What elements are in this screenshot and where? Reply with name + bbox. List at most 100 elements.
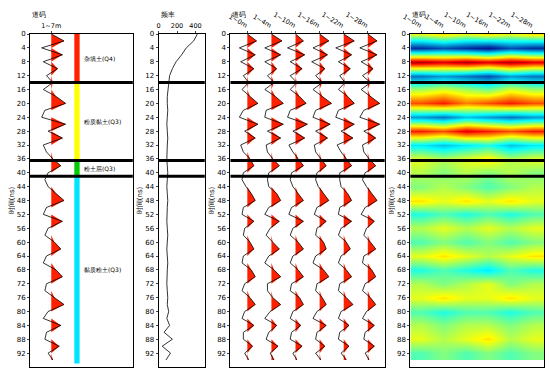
svg-text:44: 44 xyxy=(397,183,406,191)
svg-text:44: 44 xyxy=(145,183,154,191)
svg-text:时间(ns): 时间(ns) xyxy=(388,186,396,214)
svg-text:32: 32 xyxy=(217,141,226,149)
svg-text:4: 4 xyxy=(222,44,227,52)
svg-text:24: 24 xyxy=(17,114,26,122)
svg-text:粉质黏土(Q3): 粉质黏土(Q3) xyxy=(84,118,121,125)
svg-text:76: 76 xyxy=(217,294,226,302)
svg-text:400: 400 xyxy=(189,22,201,30)
svg-text:76: 76 xyxy=(145,294,154,302)
svg-text:16: 16 xyxy=(145,86,154,94)
svg-text:64: 64 xyxy=(397,252,406,260)
svg-text:80: 80 xyxy=(145,308,154,316)
svg-text:88: 88 xyxy=(217,336,226,344)
svg-text:4: 4 xyxy=(401,44,406,52)
svg-text:1~0m: 1~0m xyxy=(402,13,423,30)
svg-text:84: 84 xyxy=(17,322,26,330)
svg-text:200: 200 xyxy=(171,22,183,30)
svg-text:24: 24 xyxy=(217,114,226,122)
svg-text:92: 92 xyxy=(217,350,226,358)
svg-text:32: 32 xyxy=(397,141,406,149)
svg-text:1~22m: 1~22m xyxy=(487,11,512,30)
svg-text:12: 12 xyxy=(17,72,26,80)
svg-text:60: 60 xyxy=(397,239,406,247)
svg-text:36: 36 xyxy=(217,155,226,163)
svg-text:12: 12 xyxy=(397,72,406,80)
svg-text:28: 28 xyxy=(397,128,406,136)
svg-text:36: 36 xyxy=(397,155,406,163)
svg-text:92: 92 xyxy=(17,350,26,358)
svg-text:20: 20 xyxy=(397,100,406,108)
svg-text:1~10m: 1~10m xyxy=(272,11,297,30)
svg-text:52: 52 xyxy=(217,211,226,219)
svg-text:1~4m: 1~4m xyxy=(251,13,272,30)
svg-text:0: 0 xyxy=(156,22,160,30)
svg-text:16: 16 xyxy=(397,86,406,94)
svg-text:粉土层(Q3): 粉土层(Q3) xyxy=(84,165,115,172)
svg-text:16: 16 xyxy=(217,86,226,94)
svg-text:56: 56 xyxy=(397,225,406,233)
svg-text:4: 4 xyxy=(21,44,26,52)
svg-text:40: 40 xyxy=(397,169,406,177)
svg-text:8: 8 xyxy=(401,58,405,66)
svg-text:1~28m: 1~28m xyxy=(344,11,369,30)
svg-text:0: 0 xyxy=(222,30,226,38)
svg-text:时间(ns): 时间(ns) xyxy=(8,186,16,214)
svg-text:64: 64 xyxy=(217,252,226,260)
svg-text:8: 8 xyxy=(222,58,226,66)
svg-text:28: 28 xyxy=(217,128,226,136)
svg-text:60: 60 xyxy=(145,239,154,247)
svg-text:黏质粉土(Q3): 黏质粉土(Q3) xyxy=(84,266,121,273)
svg-text:24: 24 xyxy=(145,114,154,122)
svg-text:92: 92 xyxy=(397,350,406,358)
svg-text:84: 84 xyxy=(397,322,406,330)
svg-text:64: 64 xyxy=(17,252,26,260)
svg-text:36: 36 xyxy=(145,155,154,163)
svg-text:48: 48 xyxy=(145,197,154,205)
svg-text:16: 16 xyxy=(17,86,26,94)
svg-text:20: 20 xyxy=(145,100,154,108)
svg-text:24: 24 xyxy=(397,114,406,122)
svg-text:28: 28 xyxy=(17,128,26,136)
svg-text:道码: 道码 xyxy=(232,11,246,19)
svg-text:20: 20 xyxy=(17,100,26,108)
svg-text:28: 28 xyxy=(145,128,154,136)
svg-text:56: 56 xyxy=(17,225,26,233)
svg-text:40: 40 xyxy=(17,169,26,177)
svg-text:76: 76 xyxy=(397,294,406,302)
svg-text:72: 72 xyxy=(397,280,406,288)
svg-text:84: 84 xyxy=(217,322,226,330)
svg-text:44: 44 xyxy=(17,183,26,191)
svg-text:56: 56 xyxy=(217,225,226,233)
svg-text:时间(ns): 时间(ns) xyxy=(136,186,144,214)
svg-text:时间(ns): 时间(ns) xyxy=(208,186,216,214)
svg-text:48: 48 xyxy=(397,197,406,205)
svg-text:12: 12 xyxy=(145,72,154,80)
svg-text:80: 80 xyxy=(17,308,26,316)
svg-text:72: 72 xyxy=(217,280,226,288)
svg-text:杂填土(Q4): 杂填土(Q4) xyxy=(84,55,115,62)
svg-text:52: 52 xyxy=(397,211,406,219)
svg-text:80: 80 xyxy=(217,308,226,316)
svg-text:道码: 道码 xyxy=(32,11,46,19)
svg-text:92: 92 xyxy=(145,350,154,358)
svg-text:48: 48 xyxy=(17,197,26,205)
svg-text:52: 52 xyxy=(145,211,154,219)
svg-text:1~7m: 1~7m xyxy=(41,22,61,30)
svg-text:1~0m: 1~0m xyxy=(227,13,248,30)
svg-text:80: 80 xyxy=(397,308,406,316)
svg-text:1~10m: 1~10m xyxy=(442,11,467,30)
svg-text:84: 84 xyxy=(145,322,154,330)
svg-text:8: 8 xyxy=(21,58,25,66)
svg-text:64: 64 xyxy=(145,252,154,260)
svg-text:56: 56 xyxy=(145,225,154,233)
svg-text:68: 68 xyxy=(217,266,226,274)
svg-text:68: 68 xyxy=(17,266,26,274)
svg-text:60: 60 xyxy=(17,239,26,247)
svg-text:72: 72 xyxy=(17,280,26,288)
svg-text:8: 8 xyxy=(150,58,154,66)
svg-text:1~16m: 1~16m xyxy=(296,11,321,30)
svg-text:68: 68 xyxy=(397,266,406,274)
svg-text:68: 68 xyxy=(145,266,154,274)
svg-text:0: 0 xyxy=(150,30,154,38)
svg-text:44: 44 xyxy=(217,183,226,191)
